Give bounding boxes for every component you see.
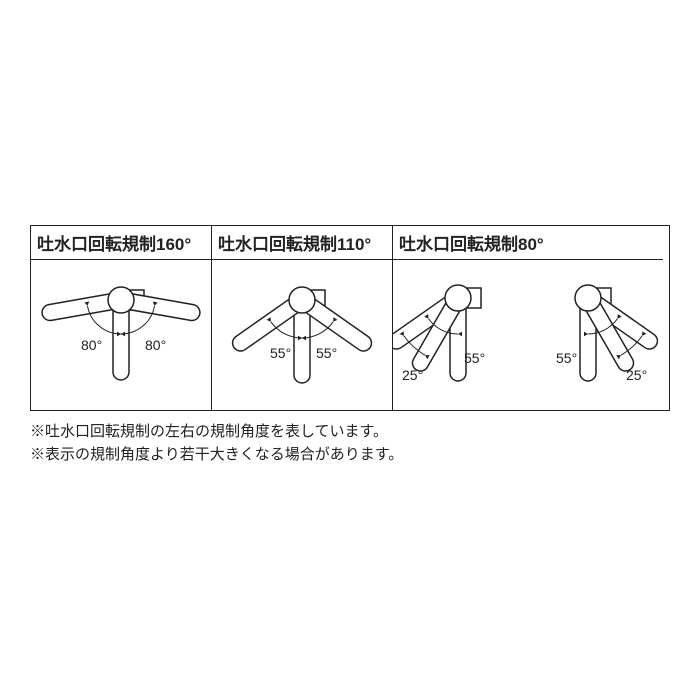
panel: 吐水口回転規制160° 80° 80° <box>31 226 212 410</box>
panel: 吐水口回転規制80° 55° 25° 55° 25° <box>393 226 663 410</box>
notes-block: ※吐水口回転規制の左右の規制角度を表しています。 ※表示の規制角度より若干大きく… <box>30 421 670 466</box>
panel-title: 吐水口回転規制80° <box>393 226 663 260</box>
angle-label: 55° <box>270 345 291 361</box>
panel-title: 吐水口回転規制160° <box>31 226 211 260</box>
angle-label: 55° <box>464 350 485 366</box>
angle-label: 25° <box>402 367 423 383</box>
angle-label: 55° <box>316 345 337 361</box>
angle-label: 80° <box>81 337 102 353</box>
panel-diagram: 80° 80° <box>31 260 211 410</box>
diagram-row: 吐水口回転規制160°80°80°吐水口回転規制110°55°55°吐水口回転規… <box>30 225 670 411</box>
note-line: ※吐水口回転規制の左右の規制角度を表しています。 <box>30 421 670 444</box>
panel-diagram: 55° 55° <box>212 260 392 410</box>
panel-title: 吐水口回転規制110° <box>212 226 392 260</box>
angle-label: 80° <box>145 337 166 353</box>
note-line: ※表示の規制角度より若干大きくなる場合があります。 <box>30 444 670 467</box>
panel-diagram: 55° 25° 55° 25° <box>393 260 663 410</box>
angle-label: 55° <box>556 350 577 366</box>
angle-label: 25° <box>626 367 647 383</box>
panel: 吐水口回転規制110° 55° 55° <box>212 226 393 410</box>
